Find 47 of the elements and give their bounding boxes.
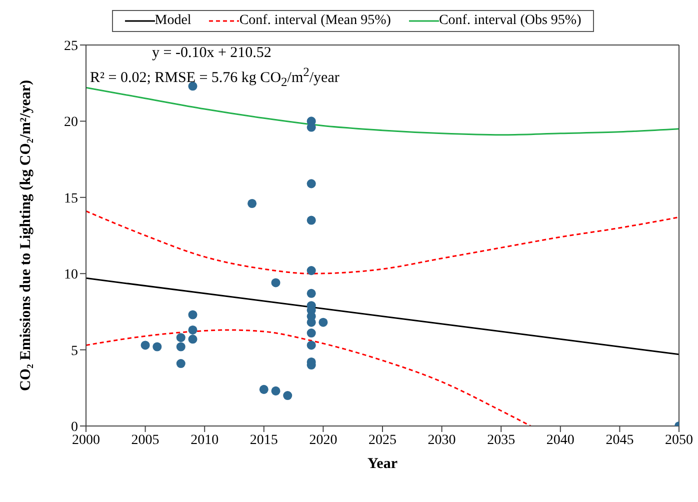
x-tick-label: 2010 [190, 432, 219, 448]
point [318, 318, 328, 327]
line-series [86, 86, 679, 136]
x-tick-label: 2015 [250, 432, 278, 448]
x-tick-label: 2050 [665, 432, 693, 448]
point [188, 334, 198, 344]
x-tick-label: 2045 [606, 432, 634, 448]
point [140, 340, 150, 350]
point [271, 278, 280, 288]
x-tick-label: 2020 [309, 432, 338, 448]
annotation: y = -0.10x + 210.52 [151, 44, 272, 63]
point [176, 333, 186, 342]
x-tick-label: 2025 [368, 432, 396, 448]
line-series [86, 210, 679, 274]
point [306, 288, 316, 298]
point [306, 266, 316, 276]
x-tick-label: 2030 [428, 432, 456, 448]
point [176, 342, 186, 352]
point [188, 82, 198, 91]
point [176, 359, 186, 368]
y-tick-label: 20 [64, 115, 78, 130]
point [271, 386, 280, 396]
y-tick-label: 25 [64, 38, 78, 54]
x-tick-label: 2000 [72, 432, 100, 448]
point [152, 342, 162, 352]
point [283, 391, 292, 400]
point [306, 216, 316, 225]
point [188, 310, 198, 320]
y-tick-label: 0 [71, 420, 78, 435]
y-tick-label: 15 [64, 191, 78, 206]
point [248, 198, 257, 208]
point [306, 179, 316, 188]
x-tick-label: 2040 [546, 432, 574, 448]
point [259, 384, 268, 394]
point [188, 325, 198, 334]
legend-label: Conf. interval (Obs 95%) [438, 13, 582, 29]
legend-label: Conf. interval (Mean 95%) [239, 13, 391, 29]
annotation: R² = 0.02; RMSE = 5.76 kg CO$_{2}$/m$^{2}$/year [90, 64, 340, 91]
legend-label: Model [154, 13, 192, 29]
x-axis-title: Year [368, 456, 398, 472]
y-tick-label: 10 [64, 268, 78, 283]
y-axis-title: CO₂ Emissions due to Lighting (kg CO₂/m²/year) [18, 80, 34, 392]
x-tick-label: 2035 [487, 432, 516, 448]
y-tick-label: 5 [71, 344, 78, 359]
point [306, 328, 316, 338]
x-tick-label: 2005 [131, 432, 160, 448]
point [306, 340, 316, 350]
